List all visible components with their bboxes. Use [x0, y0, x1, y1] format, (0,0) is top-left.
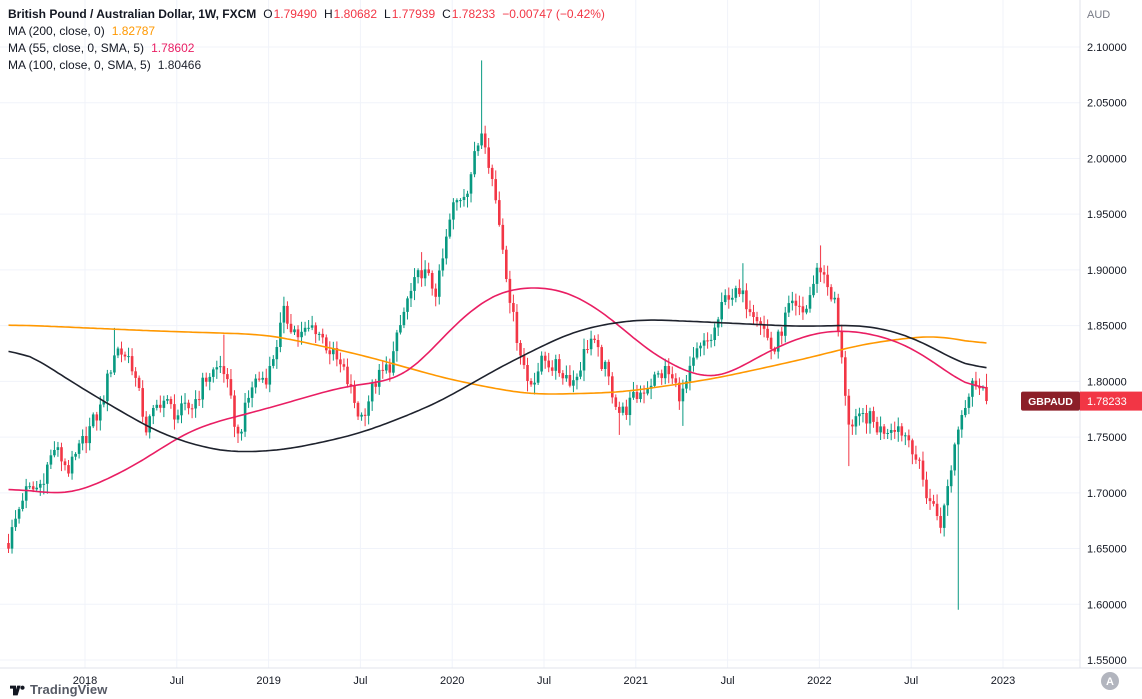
- price-tick-label: 1.95000: [1087, 209, 1127, 221]
- ma200-label: MA (200, close, 0): [8, 24, 105, 38]
- legend-ma55-row[interactable]: MA (55, close, 0, SMA, 5) 1.78602: [8, 40, 605, 57]
- close-label: C: [442, 7, 451, 21]
- high-value: 1.80682: [333, 7, 378, 21]
- auto-scale-button[interactable]: A: [1101, 672, 1119, 690]
- candlestick-series: [7, 60, 988, 610]
- price-tick-label: 1.60000: [1087, 599, 1127, 611]
- close-value: 1.78233: [451, 7, 496, 21]
- ma-100-line: [8, 319, 987, 453]
- ma-55-line: [8, 287, 987, 494]
- high-label: H: [323, 7, 333, 21]
- ma55-label: MA (55, close, 0, SMA, 5): [8, 41, 145, 55]
- low-value: 1.77939: [391, 7, 436, 21]
- chart-grid: [0, 0, 1080, 668]
- time-tick-label: Jul: [353, 675, 367, 687]
- time-tick-label: 2021: [624, 675, 648, 687]
- time-tick-label: Jul: [537, 675, 551, 687]
- symbol-title[interactable]: British Pound / Australian Dollar, 1W, F…: [8, 7, 257, 21]
- time-tick-label: Jul: [904, 675, 918, 687]
- last-price-value: 1.78233: [1087, 396, 1127, 408]
- ma200-value: 1.82787: [111, 24, 156, 38]
- price-axis[interactable]: AUD 2.10000 2.05000 2.00000 1.95000 1.90000 1.…: [1079, 0, 1127, 668]
- legend: British Pound / Australian Dollar, 1W, F…: [8, 6, 605, 74]
- ma100-value: 1.80466: [157, 58, 202, 72]
- tradingview-wordmark: TradingView: [30, 682, 108, 697]
- moving-average-lines: [8, 287, 987, 494]
- price-tick-label: 1.85000: [1087, 321, 1127, 333]
- legend-ma200-row[interactable]: MA (200, close, 0) 1.82787: [8, 23, 605, 40]
- last-price-symbol: GBPAUD: [1028, 396, 1073, 408]
- footer-bar: TradingView: [10, 682, 107, 697]
- price-tick-label: 1.65000: [1087, 544, 1127, 556]
- price-axis-currency: AUD: [1087, 9, 1110, 21]
- time-tick-label: 2022: [807, 675, 831, 687]
- legend-ma100-row[interactable]: MA (100, close, 0, SMA, 5) 1.80466: [8, 57, 605, 74]
- time-tick-label: 2018: [73, 675, 97, 687]
- price-tick-label: 2.05000: [1087, 98, 1127, 110]
- ma55-value: 1.78602: [151, 41, 195, 55]
- tradingview-logo[interactable]: TradingView: [10, 682, 107, 697]
- last-price-label: GBPAUD 1.78233: [1021, 391, 1142, 411]
- time-tick-label: Jul: [721, 675, 735, 687]
- ma-200-line: [8, 324, 987, 395]
- open-value: 1.79490: [273, 7, 317, 21]
- time-tick-label: 2019: [256, 675, 280, 687]
- open-label: O: [263, 7, 273, 21]
- time-tick-label: 2023: [991, 675, 1015, 687]
- change-value: −0.00747 (−0.42%): [502, 7, 605, 21]
- ma100-label: MA (100, close, 0, SMA, 5): [8, 58, 151, 72]
- time-tick-label: 2020: [440, 675, 464, 687]
- time-axis[interactable]: 2018 Jul 2019 Jul 2020 Jul 2021 Jul 2022 Jul 2023: [0, 667, 1142, 687]
- price-tick-label: 1.55000: [1087, 655, 1127, 667]
- price-tick-label: 1.70000: [1087, 488, 1127, 500]
- price-tick-label: 1.75000: [1087, 432, 1127, 444]
- price-tick-label: 1.90000: [1087, 265, 1127, 277]
- low-label: L: [384, 7, 391, 21]
- ohlc-readout: O 1.79490 H 1.80682 L 1.77939 C 1.78233 −0.0…: [256, 6, 605, 23]
- auto-scale-label: A: [1106, 676, 1114, 688]
- price-tick-label: 2.00000: [1087, 154, 1127, 166]
- price-tick-label: 2.10000: [1087, 42, 1127, 54]
- time-tick-label: Jul: [170, 675, 184, 687]
- tradingview-logo-icon: [10, 685, 25, 696]
- price-tick-label: 1.80000: [1087, 376, 1127, 388]
- legend-symbol-row[interactable]: British Pound / Australian Dollar, 1W, F…: [8, 6, 605, 23]
